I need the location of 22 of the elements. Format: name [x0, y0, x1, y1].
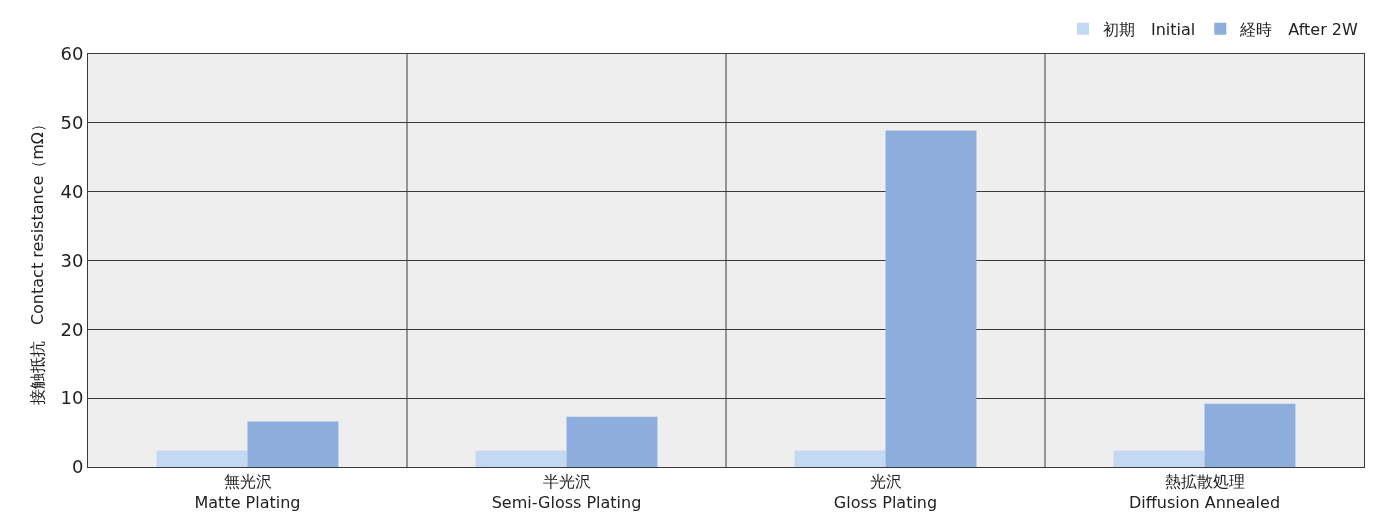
bar	[566, 416, 658, 467]
y-axis-title: 接触抵抗 Contact resistance（mΩ）	[28, 115, 48, 406]
y-tick-label: 10	[60, 387, 84, 409]
bar	[475, 450, 567, 467]
y-tick-label: 40	[60, 180, 84, 202]
legend-label: 経時 After 2W	[1239, 19, 1358, 39]
y-tick-label: 0	[71, 456, 84, 478]
legend-label: 初期 Initial	[1103, 19, 1196, 39]
bar	[1113, 450, 1205, 467]
x-tick-label: 無光沢 Matte Plating	[194, 472, 301, 512]
x-tick-label: 光沢 Gloss Plating	[833, 472, 938, 512]
x-tick-label: 半光沢 Semi-Gloss Plating	[491, 472, 642, 512]
y-tick-label: 30	[60, 249, 84, 271]
bar	[156, 450, 248, 467]
y-tick-label: 50	[60, 112, 84, 134]
y-tick-label: 20	[60, 318, 84, 340]
bar	[1204, 403, 1296, 467]
bar	[794, 450, 886, 467]
x-tick-label: 熱拡散処理 Diffusion Annealed	[1128, 472, 1281, 512]
y-tick-label: 60	[60, 43, 84, 65]
bar	[247, 421, 339, 467]
bar	[885, 130, 977, 467]
